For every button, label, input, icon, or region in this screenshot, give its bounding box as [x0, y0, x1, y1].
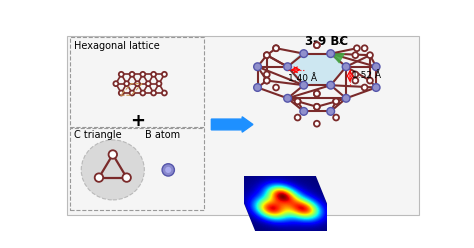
Text: 3-9 BC: 3-9 BC	[305, 35, 348, 48]
Circle shape	[140, 72, 146, 77]
Circle shape	[314, 121, 320, 127]
Text: x: x	[338, 37, 343, 46]
Circle shape	[273, 85, 279, 91]
Circle shape	[300, 108, 308, 115]
Text: +: +	[130, 112, 145, 130]
Circle shape	[327, 50, 335, 58]
Circle shape	[129, 72, 135, 77]
Circle shape	[342, 94, 350, 102]
Circle shape	[367, 52, 373, 58]
Circle shape	[327, 81, 335, 89]
Polygon shape	[331, 53, 346, 64]
Circle shape	[314, 91, 320, 97]
Circle shape	[314, 104, 320, 110]
Circle shape	[151, 91, 156, 95]
Circle shape	[295, 98, 301, 104]
Circle shape	[333, 98, 339, 104]
Circle shape	[362, 45, 367, 51]
Circle shape	[333, 115, 339, 121]
Circle shape	[135, 81, 140, 86]
Circle shape	[295, 98, 301, 104]
Circle shape	[273, 45, 279, 51]
Circle shape	[327, 108, 335, 115]
Circle shape	[124, 81, 129, 86]
Circle shape	[109, 150, 117, 159]
Circle shape	[264, 52, 270, 58]
Circle shape	[129, 91, 135, 95]
Circle shape	[314, 42, 320, 48]
Circle shape	[95, 173, 103, 182]
FancyBboxPatch shape	[66, 36, 419, 215]
Circle shape	[122, 173, 131, 182]
Circle shape	[352, 78, 358, 84]
Circle shape	[352, 52, 358, 58]
Circle shape	[140, 91, 146, 95]
FancyArrow shape	[211, 117, 253, 132]
Circle shape	[254, 63, 261, 71]
Text: 1.52 Å: 1.52 Å	[352, 71, 381, 80]
Circle shape	[254, 84, 261, 91]
Circle shape	[119, 72, 124, 77]
Text: C triangle: C triangle	[74, 130, 122, 140]
Circle shape	[300, 50, 308, 58]
Circle shape	[314, 91, 320, 97]
Circle shape	[354, 45, 360, 51]
Circle shape	[352, 71, 358, 77]
Circle shape	[119, 91, 124, 95]
Circle shape	[162, 72, 167, 77]
Circle shape	[162, 164, 174, 176]
Ellipse shape	[81, 140, 145, 200]
Circle shape	[300, 81, 308, 89]
Circle shape	[333, 98, 339, 104]
Circle shape	[295, 115, 301, 121]
Circle shape	[367, 78, 373, 84]
Circle shape	[284, 94, 292, 102]
Text: 1.40 Å: 1.40 Å	[288, 74, 318, 83]
Circle shape	[273, 45, 279, 51]
Circle shape	[264, 78, 270, 84]
Circle shape	[165, 167, 171, 173]
Circle shape	[162, 91, 167, 95]
Circle shape	[284, 63, 292, 71]
Circle shape	[362, 85, 367, 91]
Circle shape	[156, 81, 162, 86]
Circle shape	[151, 72, 156, 77]
Circle shape	[264, 52, 270, 58]
Text: Hexagonal lattice: Hexagonal lattice	[74, 40, 160, 51]
Polygon shape	[286, 53, 347, 85]
Circle shape	[314, 104, 320, 110]
Circle shape	[113, 81, 118, 86]
Circle shape	[372, 63, 380, 71]
Circle shape	[314, 42, 320, 48]
Circle shape	[264, 78, 270, 84]
Circle shape	[372, 84, 380, 91]
Circle shape	[342, 63, 350, 71]
Circle shape	[264, 71, 270, 77]
Circle shape	[146, 81, 151, 86]
Text: B atom: B atom	[145, 130, 180, 140]
